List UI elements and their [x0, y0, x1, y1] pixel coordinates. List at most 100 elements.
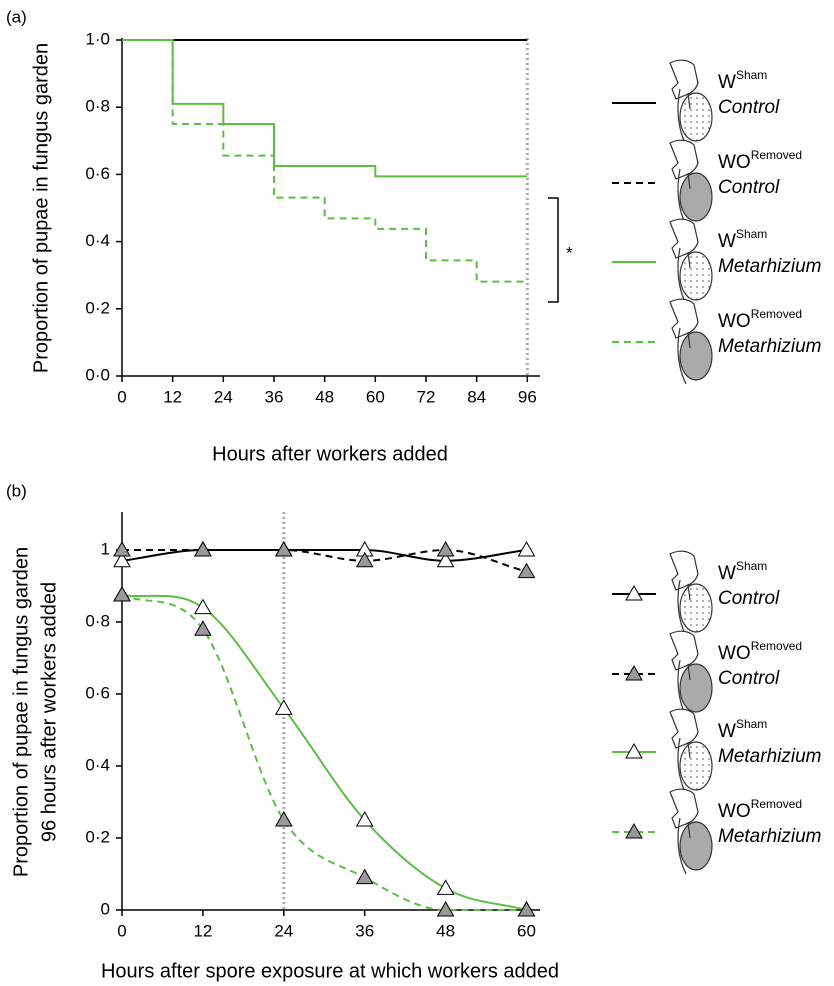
marker: [517, 562, 536, 579]
legend-name: WSham: [718, 68, 767, 93]
legend-name-main: WO: [718, 311, 751, 332]
x-tick-label: 48: [436, 921, 455, 940]
icon-gland: [679, 821, 713, 871]
marker: [194, 620, 212, 636]
marker: [436, 540, 455, 557]
marker: [274, 810, 293, 827]
fit-line: [121, 594, 527, 911]
x-tick-label: 60: [366, 387, 385, 406]
fit-line: [121, 548, 527, 573]
legend-name: WORemoved: [718, 148, 802, 173]
marker: [113, 585, 131, 602]
legend-name-sup: Sham: [736, 227, 767, 241]
legend-treatment: Control: [718, 177, 780, 198]
legend-name-sup: Removed: [751, 797, 802, 811]
y-tick-label: 1·0: [85, 29, 110, 48]
significance-bracket: [548, 197, 559, 303]
x-tick-label: 24: [274, 921, 293, 940]
marker: [436, 900, 455, 917]
icon-body: [669, 139, 699, 180]
marker: [113, 551, 131, 568]
legend-treatment: Metarhizium: [718, 336, 821, 357]
legend-name-main: WO: [718, 152, 751, 173]
x-tick-label: 36: [355, 921, 374, 940]
x-tick-label: 12: [193, 921, 212, 940]
y-tick-label: 0·8: [85, 97, 110, 116]
y-tick-label: 0·0: [85, 365, 110, 384]
x-axis-title: Hours after spore exposure at which work…: [101, 960, 559, 982]
panel: (a) 0·0 0·2 0·4 0·6 0·8 1·0 0 12 24 36 48 60 72 84 96 Ho…: [6, 7, 821, 465]
y-tick-label: 0·4: [85, 755, 110, 774]
marker: [274, 540, 293, 557]
step-line: [122, 39, 528, 283]
fit-line: [121, 548, 527, 562]
icon-gland: [679, 331, 713, 381]
y-tick-label: 0·2: [85, 827, 110, 846]
legend-entry: WSham Control: [612, 59, 780, 146]
worker-icon: [669, 788, 713, 875]
icon-gland: [679, 741, 713, 791]
worker-icon: [669, 218, 713, 305]
icon-body: [669, 788, 699, 829]
icon-leg: [677, 327, 691, 385]
marker: [517, 900, 536, 917]
panel-label: (a): [6, 7, 27, 26]
worker-icon: [669, 59, 713, 146]
legend-name-main: W: [718, 72, 736, 93]
icon-gland: [679, 172, 713, 222]
y-tick-label: 0·4: [85, 231, 110, 250]
icon-body: [669, 298, 699, 339]
legend-name-sup: Removed: [751, 307, 802, 321]
legend-entry: WORemoved Control: [612, 630, 802, 717]
worker-icon: [669, 298, 713, 385]
icon-gland: [679, 251, 713, 301]
y-axis-title: Proportion of pupae in fungus garden: [10, 547, 32, 877]
marker: [355, 551, 374, 568]
x-tick-label: 84: [467, 387, 486, 406]
legend-entry: WORemoved Metarhizium: [612, 298, 821, 385]
panel-label: (b): [6, 481, 27, 500]
x-tick-label: 48: [315, 387, 334, 406]
x-tick-label: 12: [163, 387, 182, 406]
icon-gland: [679, 92, 713, 142]
fit-line: [121, 594, 527, 912]
legend-marker: [625, 664, 643, 681]
marker: [436, 551, 455, 568]
legend-entry: WSham Control: [612, 550, 780, 637]
marker: [194, 598, 212, 615]
legend-marker: [625, 742, 643, 759]
marker: [517, 540, 536, 557]
x-tick-label: 0: [117, 387, 126, 406]
icon-body: [669, 630, 699, 671]
legend-marker: [625, 822, 643, 839]
legend-treatment: Metarhizium: [718, 256, 821, 277]
worker-icon: [669, 630, 713, 717]
worker-icon: [669, 708, 713, 795]
legend-name-main: W: [718, 563, 736, 584]
icon-body: [669, 550, 699, 591]
legend-name-sup: Sham: [736, 717, 767, 731]
x-tick-label: 60: [517, 921, 536, 940]
icon-gland: [679, 583, 713, 633]
step-line: [122, 39, 528, 178]
y-axis-title: 96 hours after workers added: [38, 582, 60, 842]
legend-name-sup: Sham: [736, 68, 767, 82]
icon-gland: [679, 663, 713, 713]
icon-body: [669, 218, 699, 259]
legend-treatment: Control: [718, 97, 780, 118]
panel: (b) 0 0·2 0·4 0·6 0·8 1 0 12 24 36 48 60 Hours after …: [6, 481, 821, 982]
x-axis-title: Hours after workers added: [212, 443, 448, 465]
x-tick-label: 96: [518, 387, 537, 406]
worker-icon: [669, 550, 713, 637]
legend-name-sup: Removed: [751, 639, 802, 653]
icon-leg: [677, 817, 691, 875]
y-tick-label: 0·2: [85, 298, 110, 317]
legend-name: WSham: [718, 717, 767, 742]
legend-name-sup: Sham: [736, 559, 767, 573]
legend-entry: WSham Metarhizium: [612, 708, 821, 795]
marker: [194, 540, 212, 557]
legend-name-sup: Removed: [751, 148, 802, 162]
legend-treatment: Control: [718, 668, 780, 689]
icon-body: [669, 708, 699, 749]
